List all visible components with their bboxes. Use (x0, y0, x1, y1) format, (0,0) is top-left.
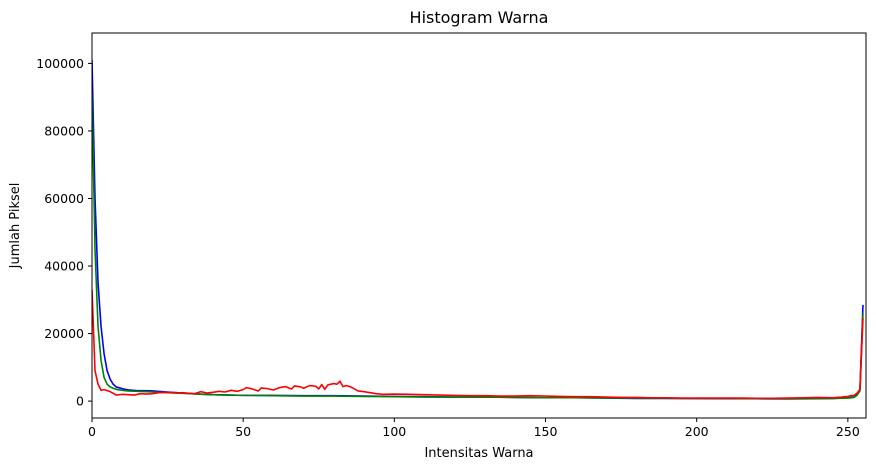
y-axis-label: Jumlah Piksel (8, 183, 23, 270)
x-tick-label: 150 (534, 424, 558, 439)
x-tick-label: 250 (836, 424, 860, 439)
x-tick-label: 50 (235, 424, 251, 439)
y-tick-label: 100000 (36, 56, 84, 71)
y-tick-label: 60000 (44, 191, 84, 206)
x-tick-label: 200 (685, 424, 709, 439)
x-tick-label: 0 (88, 424, 96, 439)
x-tick-label: 100 (382, 424, 406, 439)
y-tick-label: 80000 (44, 123, 84, 138)
x-axis-label: Intensitas Warna (424, 446, 533, 461)
y-tick-label: 40000 (44, 259, 84, 274)
series-line-2 (92, 289, 864, 400)
chart-title: Histogram Warna (410, 8, 549, 27)
y-tick-label: 20000 (44, 326, 84, 341)
axes-layer: 0 50 100 150 200 250 0 20000 40000 60000 80000 1000… (36, 56, 860, 439)
plot-frame (91, 32, 867, 419)
y-tick-label: 0 (76, 394, 84, 409)
series-layer (92, 60, 864, 400)
